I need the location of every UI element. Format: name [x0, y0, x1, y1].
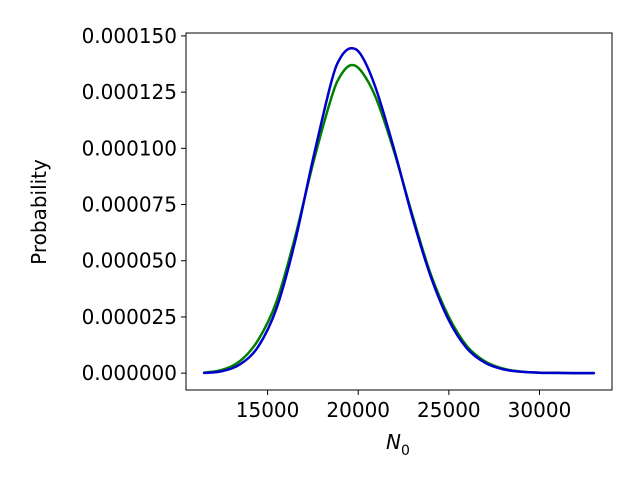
x-tick-label: 30000: [508, 398, 572, 422]
series-line-2: [202, 46, 596, 375]
x-axis-label-subscript: 0: [401, 443, 410, 459]
y-tick-label: 0.000025: [82, 305, 177, 329]
y-tick-label: 0.000000: [82, 361, 177, 385]
y-axis-label: Probability: [27, 159, 51, 265]
x-tick-label: 15000: [236, 398, 300, 422]
x-axis-label: N0: [386, 430, 410, 459]
series-layer: [202, 46, 596, 375]
x-tick-label: 20000: [326, 398, 390, 422]
y-tick-label: 0.000150: [82, 24, 177, 48]
y-tick-label: 0.000125: [82, 80, 177, 104]
y-tick-label: 0.000075: [82, 193, 177, 217]
x-tick-label: 25000: [417, 398, 481, 422]
y-axis: 0.000000 0.000025 0.000050 0.000075 0.000100…: [82, 24, 186, 385]
y-tick-label: 0.000100: [82, 136, 177, 160]
plot-frame: [185, 32, 613, 391]
x-axis: 15000 20000 25000 30000: [236, 390, 572, 422]
y-tick-label: 0.000050: [82, 249, 177, 273]
x-axis-label-main: N: [386, 430, 401, 454]
